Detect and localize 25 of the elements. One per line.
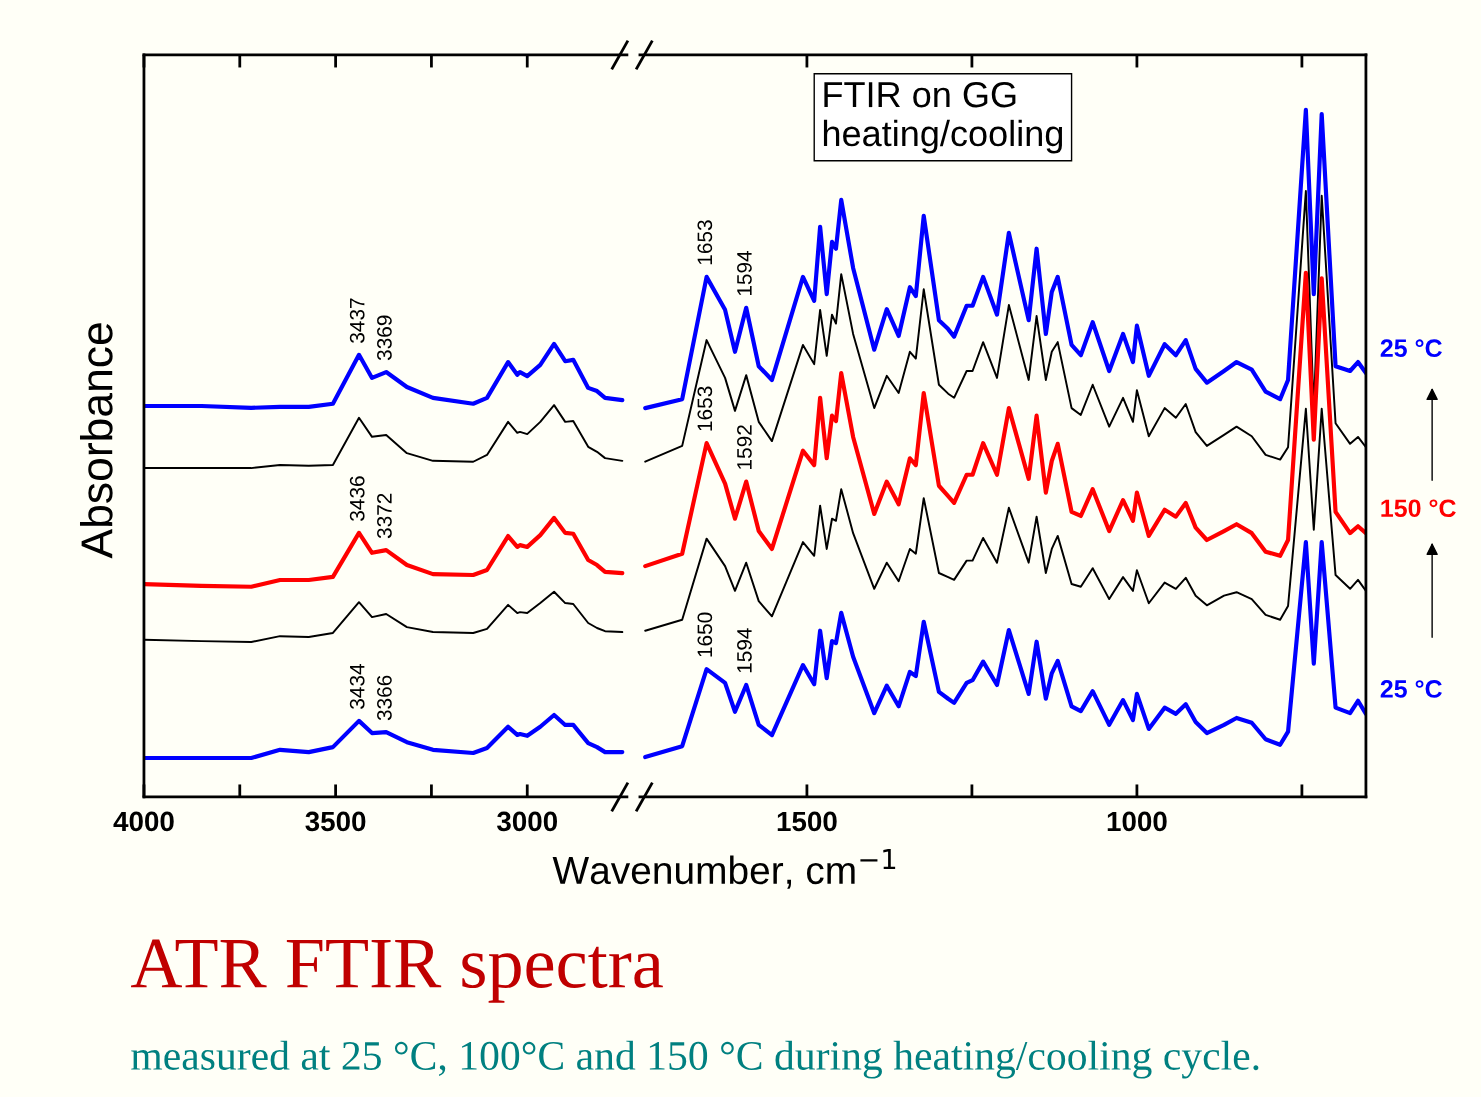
annotation: 3366 [377,675,392,721]
series-label: 150 °C [1381,499,1456,518]
x-axis-title: Wavenumber, cm$^{−1}$ [552,849,896,889]
x-tick-label: 4000 [113,811,174,832]
annotation: 1653 [697,386,713,431]
annotation: 1594 [737,250,752,296]
annotation: FTIR on GG heating/cooling [823,81,1063,154]
series-label: 25 °C [1380,339,1442,358]
text: ATR FTIR spectra [131,939,663,1003]
x-tick-label: 1500 [777,811,837,832]
annotation: 1592 [737,425,752,469]
annotation: 3369 [377,315,392,361]
x-tick-label: 3500 [305,811,366,832]
y-axis-title: Absorbance [79,323,113,559]
annotation: 1650 [697,612,713,657]
annotation: 1594 [737,628,752,673]
annotation: 3434 [349,664,365,709]
annotation: 3372 [377,493,392,539]
annotation: 1653 [697,220,713,265]
annotation: 3437 [349,298,365,343]
series-label: 25 °C [1380,680,1442,698]
annotation: 3436 [349,476,365,521]
x-tick-label: 3000 [496,811,558,832]
text: measured at 25 °C, 100°C and 150 °C during heating/cooling cycle. [131,1040,1259,1079]
x-tick-label: 1000 [1107,811,1167,832]
